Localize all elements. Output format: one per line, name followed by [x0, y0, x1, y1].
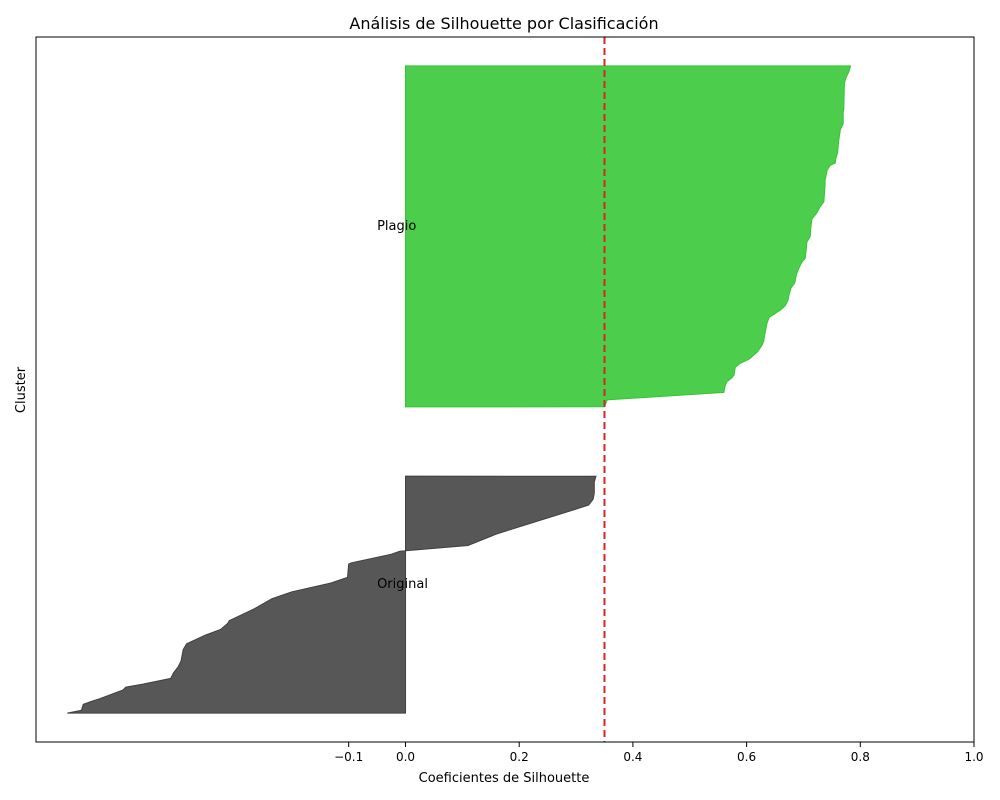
x-tick-label: 0.4 [623, 750, 642, 764]
x-tick-label: 1.0 [964, 750, 983, 764]
x-tick-label: 0.6 [737, 750, 756, 764]
silhouette-area-original [67, 475, 597, 714]
x-axis-ticks: −0.1 0.0 0.2 0.4 0.6 0.8 1.0 [334, 742, 984, 764]
chart-title: Análisis de Silhouette por Clasificación [349, 14, 658, 33]
plot-area: Original Plagio [67, 37, 852, 742]
y-axis-label: Cluster [14, 366, 29, 413]
cluster-label-plagio: Plagio [377, 219, 416, 234]
cluster-label-original: Original [377, 577, 428, 592]
x-tick-label: −0.1 [334, 750, 363, 764]
x-tick-label: 0.8 [851, 750, 870, 764]
x-tick-label: 0.0 [396, 750, 415, 764]
x-tick-label: 0.2 [510, 750, 529, 764]
x-axis-label: Coeficientes de Silhouette [419, 771, 590, 786]
plot-frame [35, 36, 975, 743]
silhouette-area-plagio [405, 65, 852, 408]
